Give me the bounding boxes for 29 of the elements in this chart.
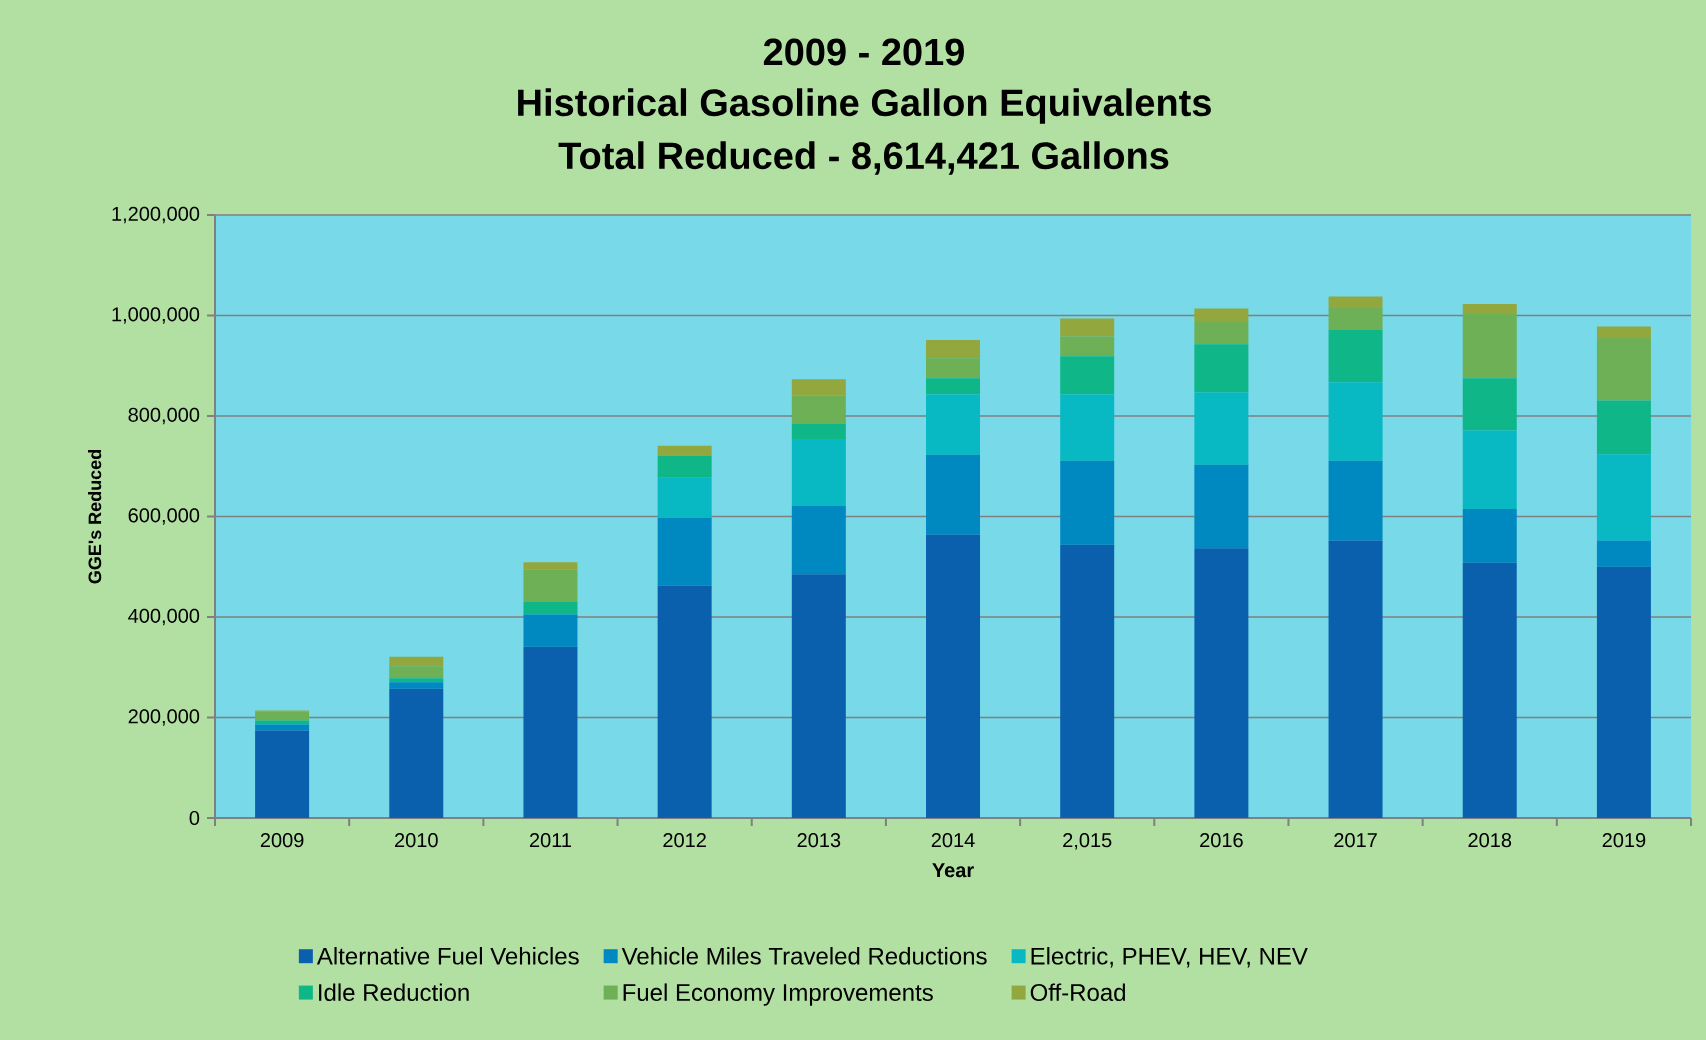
x-tick-label: 2017 <box>1334 833 1377 848</box>
text: Total Reduced - 8,614,421 Gallons <box>558 141 1169 175</box>
x-tick-label: 2,015 <box>1063 833 1112 850</box>
x-tick-label: 2013 <box>797 833 841 848</box>
y-tick-label: 600,000 <box>128 508 200 525</box>
x-axis-title: Year <box>932 863 974 878</box>
y-axis-title: GGE's Reduced <box>88 450 102 584</box>
chart-title: 2009 - 2019 <box>763 38 964 66</box>
x-tick-label: 2010 <box>395 833 438 848</box>
x-tick-label: 2016 <box>1200 833 1243 848</box>
legend-label: Alternative Fuel Vehicles <box>316 947 579 965</box>
x-tick-label: 2019 <box>1602 833 1646 848</box>
x-tick-label: 2014 <box>931 833 975 848</box>
y-tick-label: 1,000,000 <box>112 307 200 324</box>
x-tick-label: 2011 <box>529 833 571 848</box>
chart-subtitle: Historical Gasoline Gallon Equivalents <box>518 88 1211 124</box>
legend-label: Electric, PHEV, HEV, NEV <box>1031 947 1308 968</box>
y-tick-label: 1,200,000 <box>112 206 200 224</box>
x-tick-label: 2012 <box>663 833 706 848</box>
y-tick-label: 400,000 <box>128 608 200 626</box>
y-tick-label: 0 <box>189 810 200 826</box>
legend-label: Idle Reduction <box>319 983 469 1001</box>
y-tick-label: 200,000 <box>128 709 200 726</box>
legend-label: Vehicle Miles Traveled Reductions <box>621 947 987 965</box>
x-tick-label: 2009 <box>260 833 304 848</box>
legend-label: Fuel Economy Improvements <box>623 983 933 1006</box>
legend-label: Off-Road <box>1030 983 1125 1001</box>
y-tick-label: 800,000 <box>128 407 200 425</box>
x-tick-label: 2018 <box>1468 833 1512 848</box>
